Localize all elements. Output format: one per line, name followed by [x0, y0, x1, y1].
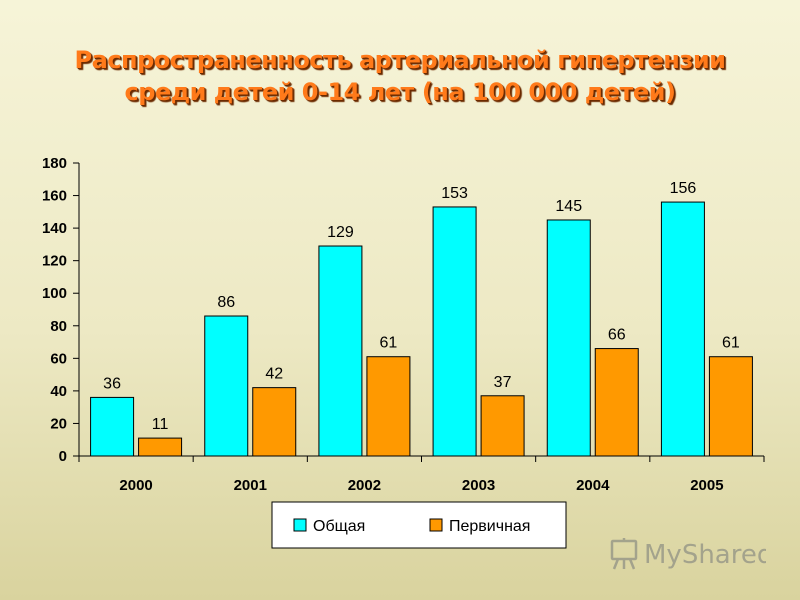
y-tick-label: 0	[59, 448, 67, 465]
bar-primary-2001	[252, 387, 297, 457]
data-label: 37	[494, 374, 512, 391]
presentation-board-icon	[610, 538, 638, 570]
data-label: 36	[103, 375, 121, 392]
bar-primary-2005	[708, 356, 753, 457]
bar-total-2004	[546, 219, 591, 457]
data-label: 145	[555, 198, 582, 215]
data-label: 61	[380, 335, 398, 352]
y-tick-label: 60	[50, 350, 67, 367]
watermark-logo: MyShared	[610, 538, 766, 570]
y-axis: 0 20 40 60 80 100 120 140 160 180	[42, 155, 80, 465]
y-tick-label: 20	[50, 415, 67, 432]
chart-title-line-1: Распространенность артериальной гипертен…	[74, 46, 726, 74]
data-label: 86	[217, 294, 235, 311]
data-label: 156	[670, 180, 697, 197]
y-tick-label: 100	[42, 285, 67, 302]
x-tick-label: 2000	[119, 477, 152, 494]
legend-swatch	[429, 518, 443, 532]
data-label: 11	[152, 416, 169, 433]
y-tick-label: 180	[42, 155, 67, 172]
bar-primary-2000	[138, 437, 183, 457]
data-label: 153	[441, 185, 468, 202]
legend-swatch	[293, 518, 307, 532]
watermark-text: MyShared	[644, 540, 766, 570]
bar-total-2002	[318, 245, 363, 457]
x-axis: 2000 2001 2002 2003 2004 2005	[78, 455, 765, 494]
bars	[90, 201, 753, 457]
x-tick-label: 2002	[348, 477, 381, 494]
y-tick-label: 140	[42, 220, 67, 237]
y-tick-label: 80	[50, 318, 67, 335]
bar-primary-2004	[594, 348, 639, 457]
chart-title-line-2: среди детей 0-14 лет (на 100 000 детей)	[124, 78, 676, 106]
bar-total-2001	[204, 315, 249, 457]
x-tick-label: 2001	[234, 477, 267, 494]
y-tick-label: 120	[42, 253, 67, 270]
data-label: 42	[265, 366, 283, 383]
data-label: 61	[722, 335, 740, 352]
data-label: 66	[608, 327, 626, 344]
bar-total-2005	[660, 201, 705, 457]
x-tick-label: 2004	[576, 477, 610, 494]
legend: Общая Первичная	[271, 501, 567, 549]
bar-primary-2003	[480, 395, 525, 457]
legend-box	[271, 501, 567, 549]
x-tick-label: 2003	[462, 477, 495, 494]
x-tick-label: 2005	[690, 477, 723, 494]
bar-total-2003	[432, 206, 477, 457]
data-labels: 36 11 86 42 129 61 153 37 145 66 156 61	[103, 180, 740, 433]
y-tick-label: 160	[42, 188, 67, 205]
chart-title: Распространенность артериальной гипертен…	[0, 44, 800, 108]
bar-total-2000	[90, 396, 135, 457]
y-tick-label: 40	[50, 383, 67, 400]
bar-primary-2002	[366, 356, 411, 457]
data-label: 129	[327, 224, 354, 241]
legend-label: Первичная	[449, 518, 530, 535]
legend-label: Общая	[313, 518, 365, 535]
